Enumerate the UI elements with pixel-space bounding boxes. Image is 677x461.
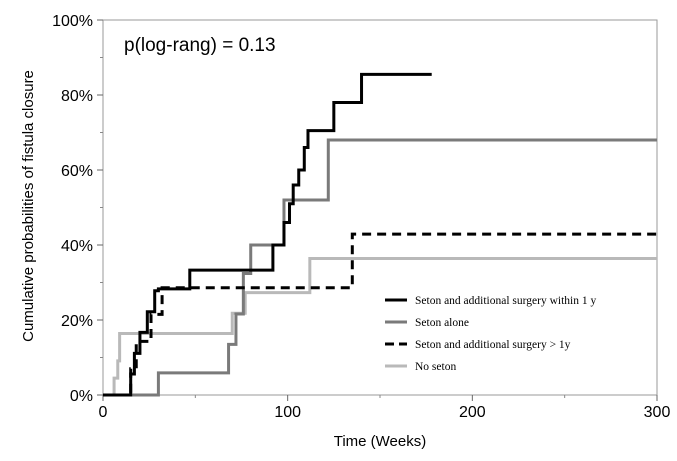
y-tick-label: 80% xyxy=(61,88,93,105)
plot-area xyxy=(102,19,658,396)
y-tick-label: 0% xyxy=(70,388,93,405)
x-tick-label: 300 xyxy=(644,404,671,421)
series-layer xyxy=(103,72,657,397)
p-value-annotation: p(log-rang) = 0.13 xyxy=(124,35,276,56)
x-tick-label: 100 xyxy=(274,404,301,421)
y-tick-label: 20% xyxy=(61,313,93,330)
y-tick-label: 60% xyxy=(61,163,93,180)
legend-label-seton-and-additional-surgery-within-1-y: Seton and additional surgery within 1 y xyxy=(415,295,596,307)
plot-frame xyxy=(102,19,658,396)
x-tick-label: 0 xyxy=(99,404,108,421)
legend-label-seton-alone: Seton alone xyxy=(415,317,469,329)
y-tick-label: 40% xyxy=(61,238,93,255)
series-line-seton-and-additional-surgery-within-1-y xyxy=(103,72,432,397)
x-axis-title: Time (Weeks) xyxy=(334,433,427,450)
y-axis-title: Cumulative probabilities of fistula clos… xyxy=(20,70,37,342)
legend: Seton and additional surgery within 1 y S… xyxy=(385,295,596,373)
series-line-seton-alone xyxy=(103,138,657,397)
x-tick-label: 200 xyxy=(459,404,486,421)
legend-label-seton-and-additional-surgery-1y: Seton and additional surgery > 1y xyxy=(415,339,571,351)
series-line-no-seton xyxy=(103,257,657,397)
legend-label-no-seton: No seton xyxy=(415,361,456,373)
y-tick-label: 100% xyxy=(52,13,93,30)
axes: 0% 20% 40% 60% 80% 100% 0 100 200 300 xyxy=(52,13,670,421)
